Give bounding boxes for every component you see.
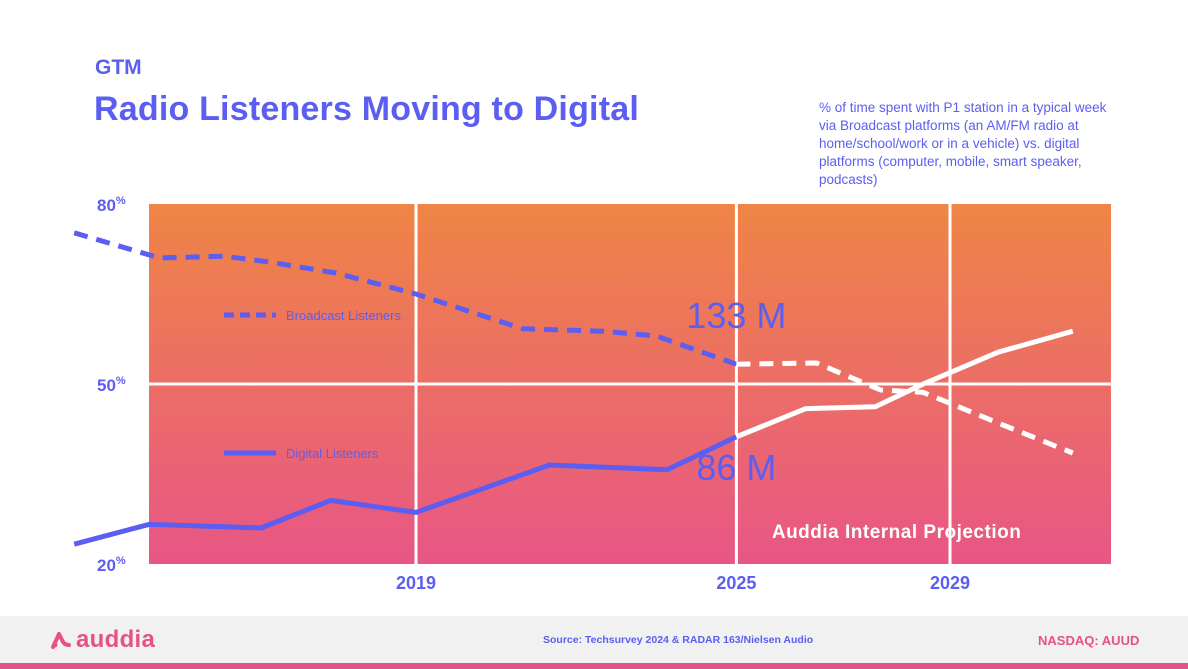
y-tick-label: 20%: [97, 555, 126, 575]
y-tick-label: 80%: [97, 195, 126, 215]
footer-accent-bar: [0, 663, 1188, 669]
page-title: Radio Listeners Moving to Digital: [94, 90, 639, 128]
auddia-logo[interactable]: auddia: [50, 626, 155, 654]
stock-ticker: NASDAQ: AUUD: [1038, 633, 1140, 648]
digital-listeners-projection-line: [735, 328, 1074, 440]
footer: [0, 616, 1188, 663]
legend-label: Broadcast Listeners: [286, 308, 401, 323]
logo-text: auddia: [76, 626, 156, 653]
broadcast-listeners-projection-line: [736, 360, 1074, 456]
x-tick-label: 2029: [930, 573, 970, 593]
y-tick-suffix: %: [116, 375, 126, 387]
projection-annotation: Auddia Internal Projection: [772, 522, 1021, 543]
data-label: 86 M: [696, 447, 776, 488]
broadcast-listeners-line: [73, 230, 738, 367]
series-group: [73, 230, 1074, 547]
line-chart: 80% 50% 20% 2019 2025 2029 Broadcast Listeners…: [73, 195, 1111, 593]
source-note: Source: Techsurvey 2024 & RADAR 163/Niel…: [543, 634, 814, 646]
y-tick-suffix: %: [116, 195, 126, 207]
x-tick-label: 2019: [396, 573, 436, 593]
x-tick-label: 2025: [716, 573, 756, 593]
data-label: 133 M: [686, 295, 786, 336]
kicker: GTM: [95, 56, 142, 79]
y-tick-suffix: %: [116, 555, 126, 567]
auddia-logo-icon: [51, 632, 71, 649]
chart-description: % of time spent with P1 station in a typ…: [819, 100, 1107, 187]
legend-label: Digital Listeners: [286, 446, 379, 461]
digital-listeners-line: [73, 434, 738, 547]
y-tick-label: 50%: [97, 375, 126, 395]
